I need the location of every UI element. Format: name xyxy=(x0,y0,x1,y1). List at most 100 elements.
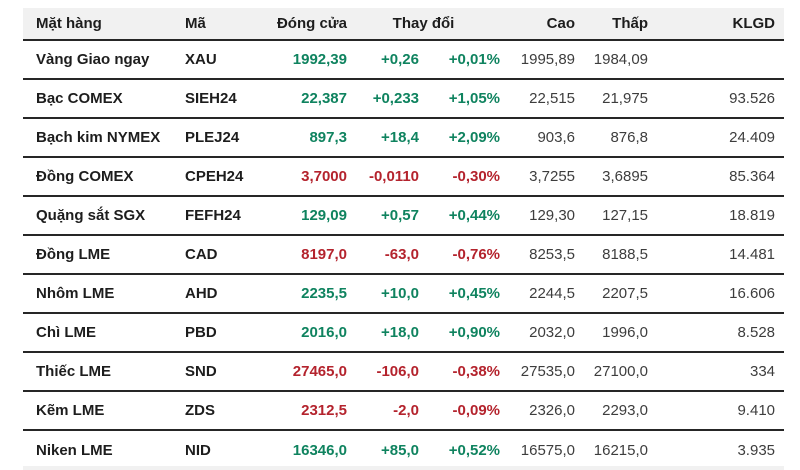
high-cell: 16575,0 xyxy=(520,441,576,459)
product-name-cell: Đồng COMEX xyxy=(23,157,185,197)
volume-cell: 334 xyxy=(648,352,785,392)
table-row: Niken LME NID 16346,0 +85,0 +0,52% 16575… xyxy=(23,430,785,469)
close-cell: 2312,5 xyxy=(263,391,347,431)
table-header-row: Mặt hàng Mã Đóng cửa Thay đổi Cao Thấp K… xyxy=(23,8,785,41)
close-cell: 27465,0 xyxy=(263,352,347,392)
change-pct-cell: -0,09% xyxy=(419,391,501,431)
close-cell: 16346,0 xyxy=(292,441,347,459)
change-pct-cell: +0,44% xyxy=(419,196,501,236)
low-cell: 21,975 xyxy=(575,79,649,119)
change-cell: -0,0110 xyxy=(347,157,419,197)
product-name-cell: Thiếc LME xyxy=(23,352,185,392)
table-row: Kẽm LME ZDS 2312,5 -2,0 -0,09% 2326,0 22… xyxy=(23,391,785,431)
change-pct-cell: +1,05% xyxy=(419,79,501,119)
close-cell: 2016,0 xyxy=(263,313,347,353)
col-header-volume: KLGD xyxy=(648,8,785,41)
close-cell: 897,3 xyxy=(263,118,347,158)
low-cell: 1984,09 xyxy=(575,40,649,80)
volume-cell: 14.481 xyxy=(648,235,785,275)
close-cell: 1992,39 xyxy=(263,40,347,80)
next-section-header-strip xyxy=(23,466,784,470)
change-pct-cell: +0,52% xyxy=(448,441,501,459)
change-pct-cell: +0,45% xyxy=(419,274,501,314)
code-cell: FEFH24 xyxy=(185,196,263,236)
col-header-low: Thấp xyxy=(575,8,649,41)
change-cell: +18,4 xyxy=(347,118,419,158)
col-header-code: Mã xyxy=(185,8,263,41)
change-cell: +0,57 xyxy=(347,196,419,236)
table-row: Bạch kim NYMEX PLEJ24 897,3 +18,4 +2,09%… xyxy=(23,118,785,158)
high-cell: 2032,0 xyxy=(500,313,576,353)
table-row: Quặng sắt SGX FEFH24 129,09 +0,57 +0,44%… xyxy=(23,196,785,236)
change-cell: +10,0 xyxy=(347,274,419,314)
change-pct-cell: -0,30% xyxy=(419,157,501,197)
col-header-high: Cao xyxy=(500,8,576,41)
volume-cell: 18.819 xyxy=(648,196,785,236)
code-cell: AHD xyxy=(185,274,263,314)
code-cell: PLEJ24 xyxy=(185,118,263,158)
code-cell: NID xyxy=(185,441,211,459)
close-cell: 8197,0 xyxy=(263,235,347,275)
product-name-cell: Vàng Giao ngay xyxy=(23,40,185,80)
product-name-cell: Chì LME xyxy=(23,313,185,353)
high-cell: 22,515 xyxy=(500,79,576,119)
high-cell: 129,30 xyxy=(500,196,576,236)
table-row: Đồng COMEX CPEH24 3,7000 -0,0110 -0,30% … xyxy=(23,157,785,197)
low-cell: 876,8 xyxy=(575,118,649,158)
commodity-table-wrap: Mặt hàng Mã Đóng cửa Thay đổi Cao Thấp K… xyxy=(23,8,785,469)
low-cell: 27100,0 xyxy=(575,352,649,392)
code-cell: PBD xyxy=(185,313,263,353)
low-cell: 16215,0 xyxy=(593,441,649,459)
product-name-cell: Bạc COMEX xyxy=(23,79,185,119)
high-cell: 8253,5 xyxy=(500,235,576,275)
volume-cell: 93.526 xyxy=(648,79,785,119)
product-name-cell: Quặng sắt SGX xyxy=(23,196,185,236)
volume-cell: 3.935 xyxy=(737,441,776,459)
change-pct-cell: -0,76% xyxy=(419,235,501,275)
high-cell: 27535,0 xyxy=(500,352,576,392)
high-cell: 2244,5 xyxy=(500,274,576,314)
change-pct-cell: -0,38% xyxy=(419,352,501,392)
table-row: Nhôm LME AHD 2235,5 +10,0 +0,45% 2244,5 … xyxy=(23,274,785,314)
change-cell: -63,0 xyxy=(347,235,419,275)
commodity-table: Mặt hàng Mã Đóng cửa Thay đổi Cao Thấp K… xyxy=(23,8,785,469)
col-header-close: Đóng cửa xyxy=(263,8,347,41)
change-cell: -106,0 xyxy=(347,352,419,392)
product-name-cell: Niken LME xyxy=(36,441,113,459)
change-pct-cell: +2,09% xyxy=(419,118,501,158)
volume-cell: 9.410 xyxy=(648,391,785,431)
volume-cell: 16.606 xyxy=(648,274,785,314)
low-cell: 3,6895 xyxy=(575,157,649,197)
table-row: Vàng Giao ngay XAU 1992,39 +0,26 +0,01% … xyxy=(23,40,785,80)
low-cell: 8188,5 xyxy=(575,235,649,275)
low-cell: 127,15 xyxy=(575,196,649,236)
close-cell: 3,7000 xyxy=(263,157,347,197)
volume-cell xyxy=(648,40,785,80)
low-cell: 2207,5 xyxy=(575,274,649,314)
volume-cell: 85.364 xyxy=(648,157,785,197)
table-row: Thiếc LME SND 27465,0 -106,0 -0,38% 2753… xyxy=(23,352,785,392)
high-cell: 3,7255 xyxy=(500,157,576,197)
change-cell: +18,0 xyxy=(347,313,419,353)
change-pct-cell: +0,01% xyxy=(419,40,501,80)
high-cell: 903,6 xyxy=(500,118,576,158)
code-cell: SND xyxy=(185,352,263,392)
code-cell: XAU xyxy=(185,40,263,80)
product-name-cell: Đồng LME xyxy=(23,235,185,275)
volume-cell: 24.409 xyxy=(648,118,785,158)
table-row: Đồng LME CAD 8197,0 -63,0 -0,76% 8253,5 … xyxy=(23,235,785,275)
col-header-product: Mặt hàng xyxy=(23,8,185,41)
code-cell: ZDS xyxy=(185,391,263,431)
change-cell: +0,26 xyxy=(347,40,419,80)
change-cell: +0,233 xyxy=(347,79,419,119)
code-cell: CPEH24 xyxy=(185,157,263,197)
change-cell: -2,0 xyxy=(347,391,419,431)
code-cell: SIEH24 xyxy=(185,79,263,119)
high-cell: 1995,89 xyxy=(500,40,576,80)
volume-cell: 8.528 xyxy=(648,313,785,353)
change-cell: +85,0 xyxy=(381,441,419,459)
product-name-cell: Nhôm LME xyxy=(23,274,185,314)
col-header-change: Thay đổi xyxy=(347,8,501,41)
table-row: Chì LME PBD 2016,0 +18,0 +0,90% 2032,0 1… xyxy=(23,313,785,353)
